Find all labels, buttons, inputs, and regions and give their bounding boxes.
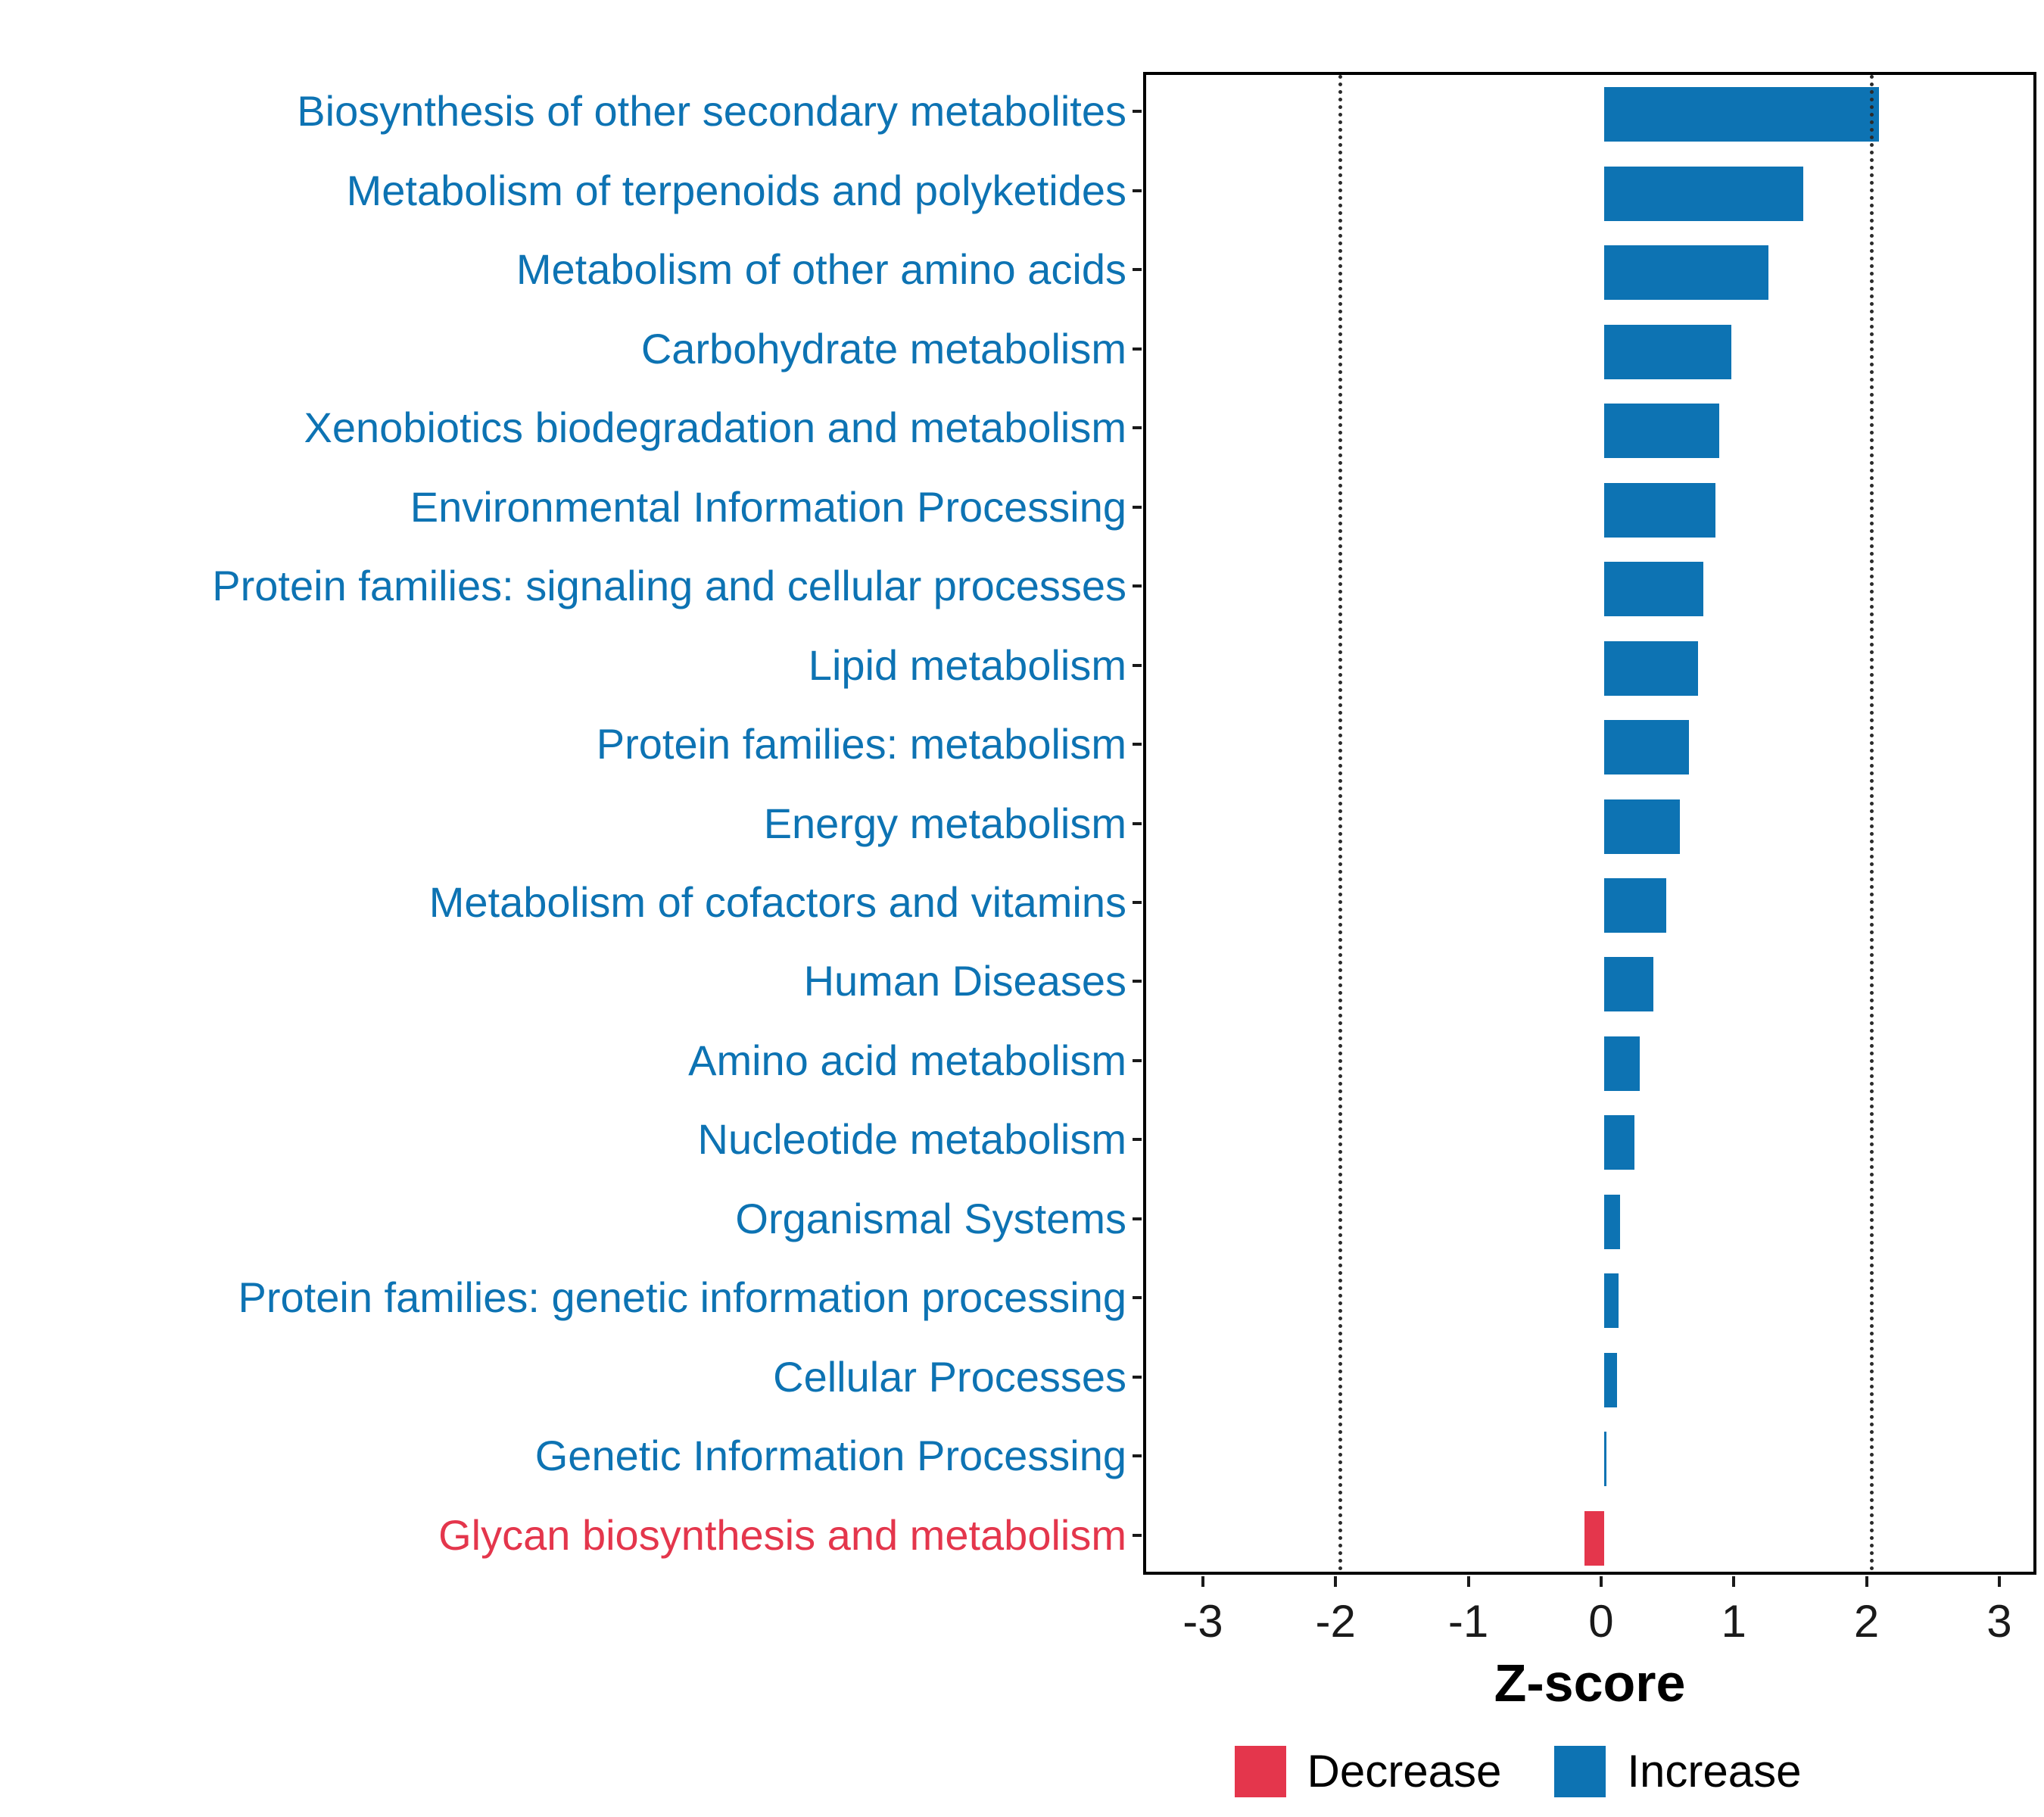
x-axis-title: Z-score [1494, 1653, 1686, 1713]
y-tick-protein-families-metabolism [1133, 743, 1142, 746]
x-tick-label--3: -3 [1182, 1596, 1223, 1647]
legend-item-increase: Increase [1554, 1746, 1801, 1797]
category-label-metabolism-of-cofactors-and-vitamins: Metabolism of cofactors and vitamins [428, 877, 1126, 926]
y-tick-protein-families-signaling-and-cellular-processes [1133, 584, 1142, 588]
bar-environmental-information-processing [1603, 482, 1716, 538]
bar-amino-acid-metabolism [1603, 1036, 1640, 1091]
bar-glycan-biosynthesis-and-metabolism [1584, 1510, 1604, 1566]
legend-item-decrease: Decrease [1234, 1746, 1502, 1797]
y-tick-biosynthesis-of-other-secondary-metabolites [1133, 110, 1142, 114]
x-tick-2 [1865, 1576, 1868, 1587]
category-label-lipid-metabolism: Lipid metabolism [808, 640, 1126, 689]
category-label-protein-families-signaling-and-cellular-processes: Protein families: signaling and cellular… [212, 562, 1126, 610]
category-label-metabolism-of-other-amino-acids: Metabolism of other amino acids [516, 245, 1126, 294]
bar-nucleotide-metabolism [1603, 1115, 1635, 1170]
legend-label-decrease: Decrease [1307, 1746, 1502, 1797]
chart-panel [1143, 72, 2036, 1575]
bar-protein-families-signaling-and-cellular-processes [1603, 562, 1704, 617]
legend-swatch-increase [1554, 1746, 1606, 1797]
x-tick-label--2: -2 [1315, 1596, 1356, 1647]
y-tick-metabolism-of-other-amino-acids [1133, 268, 1142, 272]
y-tick-cellular-processes [1133, 1375, 1142, 1379]
y-tick-carbohydrate-metabolism [1133, 347, 1142, 351]
x-tick-1 [1732, 1576, 1736, 1587]
category-label-environmental-information-processing: Environmental Information Processing [410, 482, 1126, 531]
legend-swatch-decrease [1234, 1746, 1286, 1797]
bar-metabolism-of-terpenoids-and-polyketides [1603, 166, 1803, 221]
y-tick-protein-families-genetic-information-processing [1133, 1296, 1142, 1300]
category-label-amino-acid-metabolism: Amino acid metabolism [688, 1036, 1126, 1084]
legend-label-increase: Increase [1627, 1746, 1802, 1797]
x-tick-label-0: 0 [1588, 1596, 1614, 1647]
category-label-human-diseases: Human Diseases [803, 957, 1126, 1005]
x-tick--3 [1201, 1576, 1204, 1587]
bar-metabolism-of-other-amino-acids [1603, 245, 1769, 301]
y-tick-glycan-biosynthesis-and-metabolism [1133, 1533, 1142, 1537]
x-tick-label-3: 3 [1986, 1596, 2012, 1647]
reference-line--2 [1338, 75, 1343, 1572]
x-tick-0 [1599, 1576, 1603, 1587]
category-label-protein-families-metabolism: Protein families: metabolism [596, 720, 1126, 768]
category-label-glycan-biosynthesis-and-metabolism: Glycan biosynthesis and metabolism [438, 1510, 1126, 1559]
category-label-biosynthesis-of-other-secondary-metabolites: Biosynthesis of other secondary metaboli… [297, 87, 1126, 136]
y-tick-human-diseases [1133, 980, 1142, 983]
y-tick-xenobiotics-biodegradation-and-metabolism [1133, 426, 1142, 430]
x-tick-3 [1997, 1576, 2001, 1587]
y-tick-energy-metabolism [1133, 821, 1142, 825]
bar-metabolism-of-cofactors-and-vitamins [1603, 877, 1667, 933]
bar-xenobiotics-biodegradation-and-metabolism [1603, 404, 1720, 459]
bar-organismal-systems [1603, 1194, 1620, 1249]
category-label-genetic-information-processing: Genetic Information Processing [534, 1432, 1126, 1480]
x-tick-label-1: 1 [1721, 1596, 1746, 1647]
category-label-energy-metabolism: Energy metabolism [763, 799, 1126, 847]
y-tick-genetic-information-processing [1133, 1454, 1142, 1458]
bar-protein-families-genetic-information-processing [1603, 1273, 1619, 1329]
x-tick-label-2: 2 [1853, 1596, 1880, 1647]
category-label-xenobiotics-biodegradation-and-metabolism: Xenobiotics biodegradation and metabolis… [304, 404, 1126, 452]
y-tick-metabolism-of-terpenoids-and-polyketides [1133, 189, 1142, 192]
y-tick-lipid-metabolism [1133, 663, 1142, 667]
category-label-metabolism-of-terpenoids-and-polyketides: Metabolism of terpenoids and polyketides [346, 166, 1126, 214]
bar-carbohydrate-metabolism [1603, 324, 1732, 379]
reference-line-2 [1869, 75, 1874, 1572]
y-tick-organismal-systems [1133, 1217, 1142, 1220]
y-tick-environmental-information-processing [1133, 505, 1142, 509]
legend: Decrease Increase [992, 1746, 2044, 1797]
bar-genetic-information-processing [1603, 1432, 1606, 1487]
category-label-protein-families-genetic-information-processing: Protein families: genetic information pr… [238, 1273, 1126, 1322]
y-tick-amino-acid-metabolism [1133, 1058, 1142, 1062]
x-tick--1 [1466, 1576, 1470, 1587]
y-tick-metabolism-of-cofactors-and-vitamins [1133, 900, 1142, 904]
bar-cellular-processes [1603, 1352, 1618, 1407]
category-label-carbohydrate-metabolism: Carbohydrate metabolism [640, 324, 1126, 372]
x-tick--2 [1334, 1576, 1338, 1587]
bar-biosynthesis-of-other-secondary-metabolites [1603, 87, 1879, 142]
bar-lipid-metabolism [1603, 640, 1699, 696]
y-tick-nucleotide-metabolism [1133, 1138, 1142, 1142]
category-label-organismal-systems: Organismal Systems [735, 1194, 1126, 1242]
bar-human-diseases [1603, 957, 1653, 1012]
x-tick-label--1: -1 [1447, 1596, 1489, 1647]
bar-protein-families-metabolism [1603, 720, 1690, 775]
category-label-cellular-processes: Cellular Processes [773, 1352, 1126, 1401]
category-label-nucleotide-metabolism: Nucleotide metabolism [697, 1115, 1126, 1164]
bar-energy-metabolism [1603, 799, 1680, 854]
